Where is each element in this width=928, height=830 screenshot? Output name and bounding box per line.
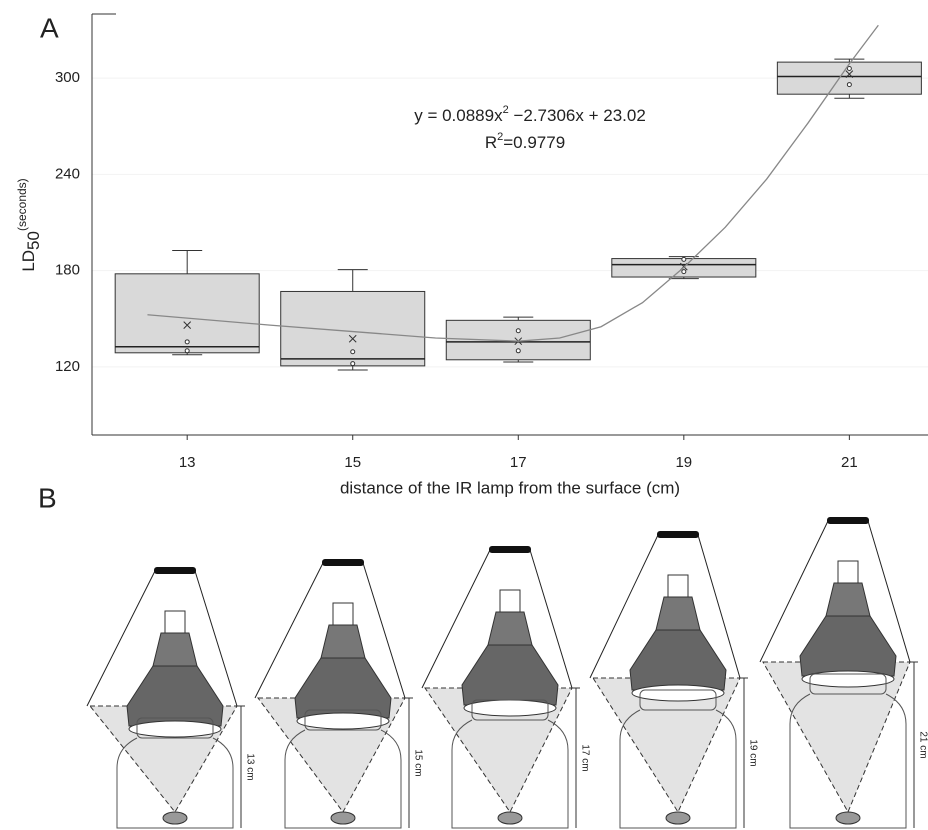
data-point — [351, 362, 355, 366]
r-part: =0.9779 — [503, 133, 565, 152]
data-point — [185, 349, 189, 353]
beetle — [163, 812, 187, 824]
bulb-neck — [656, 597, 700, 630]
lamp-cap — [154, 567, 196, 574]
eq-part: −2.7306x + 23.02 — [509, 106, 646, 125]
y-tick-label: 120 — [55, 358, 80, 375]
box — [446, 320, 590, 359]
y-tick-label: 240 — [55, 165, 80, 182]
lamp-cap — [322, 559, 364, 566]
bulb-screw — [668, 575, 688, 597]
data-point — [682, 257, 686, 261]
box-group — [281, 270, 425, 370]
bulb-lens — [632, 685, 724, 701]
y-label-sub: 50 — [24, 231, 43, 250]
x-tick-label: 15 — [344, 454, 361, 471]
bulb-head — [800, 616, 896, 676]
height-label: 17 cm — [579, 744, 590, 771]
lamp-setup: 19 cm — [590, 531, 758, 828]
height-label: 13 cm — [244, 753, 255, 780]
beetle — [666, 812, 690, 824]
beetle — [836, 812, 860, 824]
height-label: 15 cm — [412, 749, 423, 776]
equation: y = 0.0889x2 −2.7306x + 23.02 — [414, 104, 646, 126]
lamp-cap — [489, 546, 531, 553]
y-label-sup: (seconds) — [15, 178, 29, 231]
bulb-lens — [297, 713, 389, 729]
r-part: R — [485, 133, 497, 152]
bulb-neck — [153, 633, 197, 666]
data-point — [351, 350, 355, 354]
y-axis-label: LD50(seconds) — [15, 178, 43, 271]
data-point — [847, 67, 851, 71]
bulb-head — [127, 666, 223, 726]
panel-label: A — [40, 12, 59, 43]
bulb-lens — [464, 700, 556, 716]
data-point — [516, 349, 520, 353]
bulb-neck — [826, 583, 870, 616]
bulb-head — [630, 630, 726, 690]
x-tick-label: 19 — [675, 454, 692, 471]
bulb-screw — [165, 611, 185, 633]
x-tick-label: 17 — [510, 454, 527, 471]
lamp-setup: 17 cm — [422, 546, 590, 828]
lamp-setup: 13 cm — [87, 567, 255, 828]
beetle — [498, 812, 522, 824]
height-label: 19 cm — [747, 739, 758, 766]
illustrations: 13 cm 15 cm 17 cm 19 cm 21 cm — [87, 517, 928, 828]
bulb-head — [462, 645, 558, 705]
lamp-cap — [657, 531, 699, 538]
data-point — [847, 83, 851, 87]
box — [281, 291, 425, 365]
y-label-main: LD — [19, 250, 38, 272]
lamp-setup: 15 cm — [255, 559, 423, 828]
data-point — [682, 270, 686, 274]
r-squared: R2=0.9779 — [485, 131, 565, 153]
bulb-screw — [838, 561, 858, 583]
figure: A B LD50(seconds) distance of the IR lam… — [0, 0, 928, 830]
box-group — [115, 251, 259, 355]
data-point — [516, 329, 520, 333]
bulb-head — [295, 658, 391, 718]
height-label: 21 cm — [917, 731, 928, 758]
y-tick-label: 180 — [55, 262, 80, 279]
bulb-screw — [500, 590, 520, 612]
x-tick-label: 13 — [179, 454, 196, 471]
bulb-screw — [333, 603, 353, 625]
box-group — [777, 59, 921, 98]
x-tick-label: 21 — [841, 454, 858, 471]
y-tick-label: 300 — [55, 69, 80, 86]
data-point — [185, 340, 189, 344]
x-axis-label: distance of the IR lamp from the surface… — [340, 478, 680, 497]
panel-label: B — [38, 482, 57, 513]
bulb-lens — [802, 671, 894, 687]
lamp-cap — [827, 517, 869, 524]
bulb-neck — [321, 625, 365, 658]
eq-part: y = 0.0889x — [414, 106, 503, 125]
bulb-neck — [488, 612, 532, 645]
beetle — [331, 812, 355, 824]
lamp-setup: 21 cm — [760, 517, 928, 828]
bulb-lens — [129, 721, 221, 737]
